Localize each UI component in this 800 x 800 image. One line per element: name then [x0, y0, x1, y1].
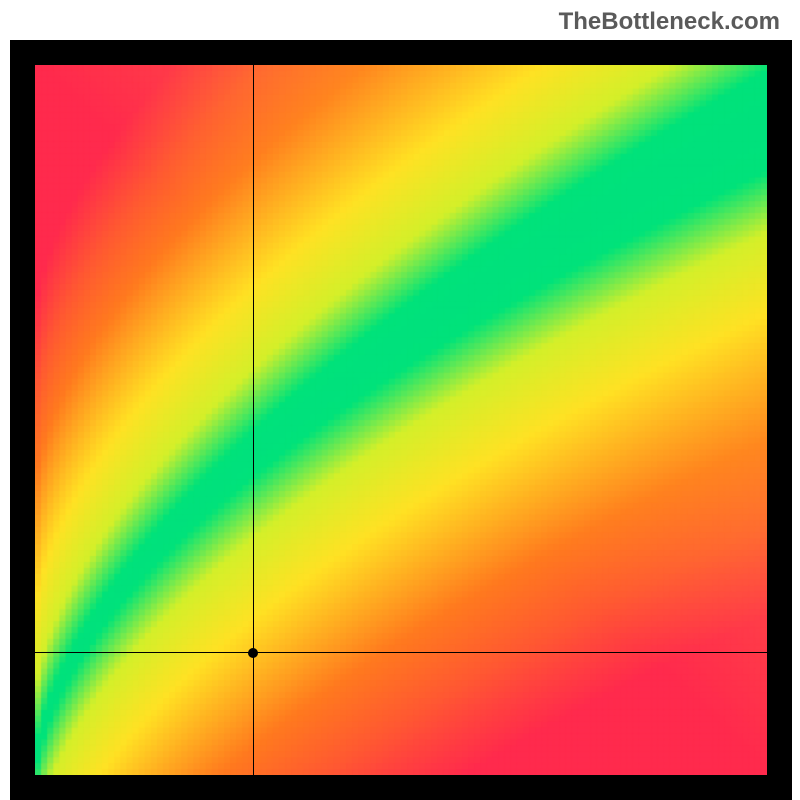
crosshair-vertical	[253, 65, 254, 775]
frame-border-right	[767, 40, 792, 800]
frame-border-bottom	[10, 775, 792, 800]
watermark-text: TheBottleneck.com	[559, 8, 780, 36]
chart-container: TheBottleneck.com	[0, 0, 800, 800]
frame-border-top	[10, 40, 792, 65]
crosshair-marker	[248, 648, 258, 658]
frame-border-left	[10, 40, 35, 800]
heatmap-plot	[35, 65, 767, 775]
crosshair-horizontal	[35, 652, 767, 653]
